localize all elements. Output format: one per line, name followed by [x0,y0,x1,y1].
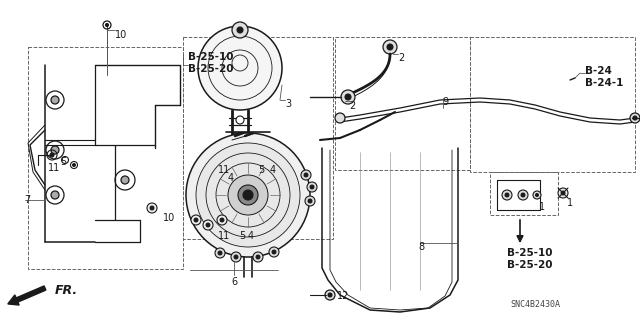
Text: 11: 11 [218,165,230,175]
Circle shape [305,196,315,206]
Text: 3: 3 [285,99,291,109]
FancyArrow shape [8,286,46,305]
Circle shape [253,252,263,262]
Circle shape [236,116,244,124]
Text: FR.: FR. [55,284,78,296]
Circle shape [220,218,224,222]
Circle shape [72,164,76,167]
Circle shape [234,255,238,259]
Circle shape [536,194,538,197]
Circle shape [243,190,253,200]
Circle shape [194,218,198,222]
Circle shape [307,182,317,192]
Circle shape [521,193,525,197]
Circle shape [533,191,541,199]
Circle shape [310,185,314,189]
Text: 11: 11 [218,231,230,241]
Circle shape [630,113,640,123]
Text: 12: 12 [337,291,349,301]
Circle shape [150,206,154,210]
Circle shape [206,223,210,227]
Bar [470,37,635,172]
Circle shape [232,22,248,38]
Circle shape [328,293,332,297]
Circle shape [147,203,157,213]
Circle shape [215,248,225,258]
Circle shape [518,190,528,200]
Text: 11: 11 [48,163,60,173]
Text: 2: 2 [398,53,404,63]
Circle shape [502,190,512,200]
Text: 9: 9 [442,97,448,107]
Text: 4: 4 [248,231,254,241]
Circle shape [198,26,282,110]
Text: 1: 1 [567,198,573,208]
Text: 1: 1 [539,202,545,212]
Text: 2: 2 [349,101,355,111]
Circle shape [217,215,227,225]
Circle shape [51,146,59,154]
Bar [183,37,333,239]
Circle shape [301,170,311,180]
Circle shape [50,153,54,157]
Text: B-25-10
B-25-20: B-25-10 B-25-20 [507,248,552,270]
Text: 7: 7 [24,195,30,205]
Circle shape [121,176,129,184]
Text: 4: 4 [228,173,234,183]
Circle shape [561,191,565,195]
Circle shape [186,133,310,257]
Circle shape [51,191,59,199]
Circle shape [238,185,258,205]
Circle shape [231,252,241,262]
Circle shape [218,251,222,255]
Circle shape [51,96,59,104]
Circle shape [228,175,268,215]
Text: 5: 5 [239,231,245,241]
Circle shape [191,215,201,225]
Circle shape [505,193,509,197]
Text: B-24
B-24-1: B-24 B-24-1 [585,66,623,88]
Text: 5: 5 [258,165,264,175]
Circle shape [237,27,243,33]
Circle shape [335,113,345,123]
Text: B-25-10
B-25-20: B-25-10 B-25-20 [188,52,234,74]
Text: 10: 10 [163,213,175,223]
Circle shape [106,24,109,26]
Bar [335,37,470,170]
Circle shape [203,220,213,230]
Bar [490,172,558,215]
Circle shape [325,290,335,300]
Circle shape [308,199,312,203]
Circle shape [558,188,568,198]
Text: 4: 4 [270,165,276,175]
Text: SNC4B2430A: SNC4B2430A [510,300,560,309]
Text: 10: 10 [115,30,127,40]
Circle shape [269,247,279,257]
Circle shape [196,143,300,247]
Circle shape [272,250,276,254]
Text: 5: 5 [60,157,67,167]
Circle shape [633,116,637,120]
Circle shape [304,173,308,177]
Text: 8: 8 [418,242,424,252]
Text: 6: 6 [231,277,237,287]
Circle shape [383,40,397,54]
Circle shape [256,255,260,259]
Circle shape [387,44,393,50]
Circle shape [345,94,351,100]
Bar [28,47,183,269]
Circle shape [341,90,355,104]
